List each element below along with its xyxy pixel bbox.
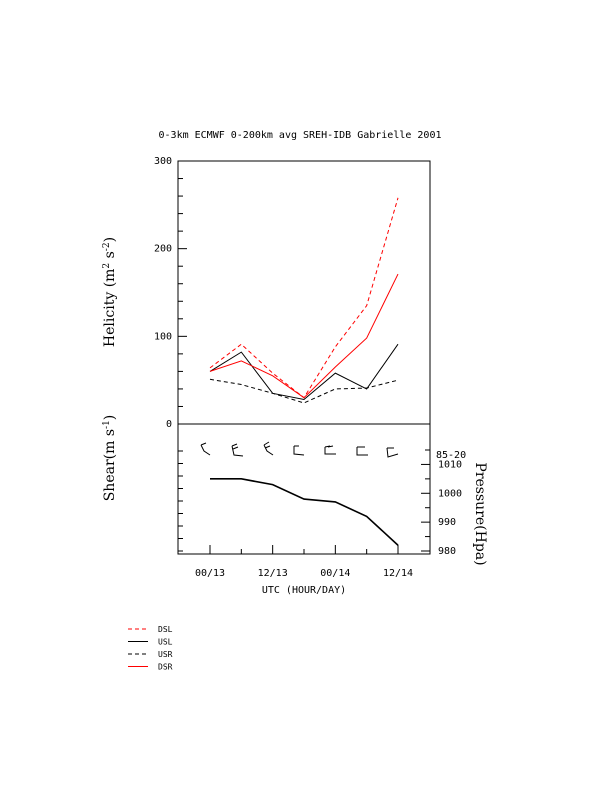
wind-barb [324,445,336,455]
y-tick-label: 0 [166,419,172,430]
shear-y-label: Shear(m s-1) [102,415,118,502]
y-tick-label: 300 [154,156,172,167]
pressure-tick-label: 1010 [438,459,462,470]
x-axis-label: UTC (HOUR/DAY) [262,585,346,596]
wind-barb [356,446,368,456]
y-tick-label: 100 [154,331,172,342]
pressure-tick-label: 990 [438,517,456,528]
pressure-series [210,478,399,546]
pressure-y-axis: 980 990 1000 1010 [421,449,462,557]
shear-pressure-panel-frame [177,423,431,555]
pressure-tick-label: 980 [438,546,456,557]
legend-label: USL [158,638,173,647]
helicity-series [209,197,399,404]
x-tick-label: 12/14 [383,568,413,579]
x-tick-label: 12/13 [258,568,288,579]
series-line-usl [209,343,399,400]
helicity-y-label: Helicity (m2 s-2) [102,237,118,347]
helicity-y-axis: 0 100 200 300 [154,156,187,430]
legend-label: USR [158,650,173,659]
pressure-line [210,478,399,546]
series-line-dsl [209,197,399,399]
legend-label: DSL [158,625,173,634]
y-tick-label: 200 [154,244,172,255]
shear-level-label: 85-20 [436,450,466,461]
legend: DSL USL USR DSR [128,625,173,672]
series-line-dsr [209,273,399,399]
wind-barb [231,443,244,457]
series-line-usr [209,378,399,404]
pressure-tick-label: 1000 [438,488,462,499]
wind-barb [386,447,399,458]
x-tick-label: 00/13 [195,568,225,579]
x-tick-label: 00/14 [320,568,350,579]
chart-title: 0-3km ECMWF 0-200km avg SREH-IDB Gabriel… [159,130,442,141]
wind-barb [263,441,274,456]
shear-y-axis [178,450,183,552]
wind-barbs [200,441,399,458]
wind-barb [200,442,211,456]
wind-barb [293,445,305,456]
time-x-axis: 00/13 12/13 00/14 12/14 [195,545,413,579]
legend-label: DSR [158,663,173,672]
pressure-y-label: Pressure(Hpa) [472,462,488,565]
helicity-panel-frame [177,160,431,425]
